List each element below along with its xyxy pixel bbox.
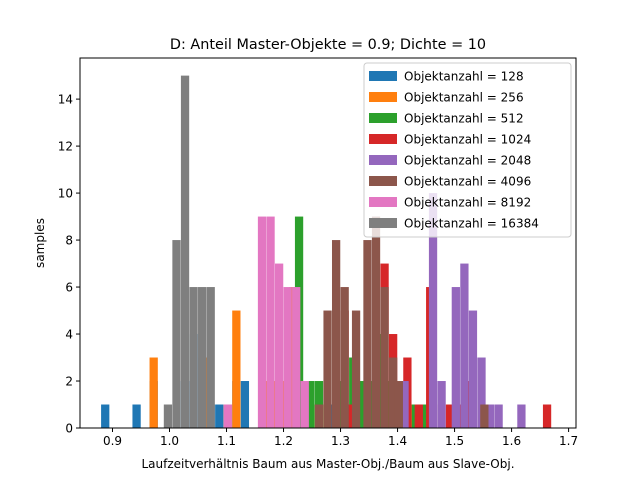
- histogram-bar: [400, 381, 409, 428]
- histogram-bar: [101, 404, 110, 428]
- histogram-bar: [240, 381, 250, 428]
- histogram-bar: [198, 287, 207, 428]
- histogram-bar: [163, 404, 173, 428]
- legend-label: Objektanzahl = 2048: [404, 154, 531, 168]
- legend-swatch: [369, 155, 397, 165]
- legend-swatch: [369, 113, 397, 123]
- chart-title: D: Anteil Master-Objekte = 0.9; Dichte =…: [170, 37, 486, 53]
- histogram-bar: [323, 310, 332, 428]
- y-tick-label: 10: [58, 187, 73, 201]
- histogram-bar: [346, 404, 355, 428]
- histogram-bar: [266, 216, 275, 428]
- legend-label: Objektanzahl = 256: [404, 91, 524, 105]
- legend: Objektanzahl = 128 Objektanzahl = 256 Obje…: [363, 62, 572, 238]
- histogram-bar: [257, 216, 267, 428]
- x-tick-label: 1.7: [559, 434, 578, 448]
- legend-swatch: [369, 71, 397, 81]
- y-tick-label: 6: [65, 281, 73, 295]
- histogram-bar: [460, 263, 469, 428]
- histogram-bar: [357, 381, 366, 428]
- plot-frame: [79, 57, 577, 429]
- histogram-bar: [149, 357, 158, 428]
- histogram-bar: [380, 287, 389, 428]
- y-tick-label: 8: [65, 234, 73, 248]
- histogram-bar: [306, 381, 315, 428]
- x-tick-label: 0.9: [103, 434, 122, 448]
- histogram-bar: [480, 404, 489, 428]
- y-axis: 0 2 4 6 8 10 12 14: [58, 93, 80, 436]
- legend-swatch: [369, 218, 397, 228]
- histogram-bar: [542, 404, 552, 428]
- histogram-bar: [189, 287, 198, 428]
- histogram-bar: [517, 404, 526, 428]
- x-tick-label: 1.1: [217, 434, 236, 448]
- histogram-bar: [371, 216, 381, 428]
- histogram-bar: [314, 404, 324, 428]
- histogram-bar: [232, 310, 241, 428]
- histogram-bar: [274, 263, 284, 428]
- y-tick-label: 2: [65, 375, 73, 389]
- histogram-bar: [132, 404, 141, 428]
- histogram-bar: [300, 381, 309, 428]
- histogram-bar: [283, 287, 292, 428]
- histogram-bar: [394, 381, 403, 428]
- x-tick-label: 1.2: [274, 434, 293, 448]
- legend-label: Objektanzahl = 512: [404, 112, 524, 126]
- y-tick-label: 4: [65, 328, 73, 342]
- x-tick-label: 1.4: [388, 434, 407, 448]
- legend-swatch: [369, 176, 397, 186]
- legend-label: Objektanzahl = 8192: [404, 196, 531, 210]
- histogram-bar: [446, 404, 455, 428]
- histogram-bar: [292, 287, 301, 428]
- x-tick-label: 1.5: [445, 434, 464, 448]
- histogram-bar: [420, 404, 429, 428]
- y-tick-label: 0: [65, 422, 73, 436]
- histogram-bar: [351, 310, 361, 428]
- legend-swatch: [369, 134, 397, 144]
- histogram-bar: [468, 310, 478, 428]
- x-axis-label: Laufzeitverhältnis Baum aus Master-Obj./…: [141, 457, 514, 471]
- legend-box: [363, 62, 572, 238]
- legend-label: Objektanzahl = 1024: [404, 133, 531, 147]
- histogram-bar: [389, 357, 398, 428]
- legend-label: Objektanzahl = 16384: [404, 217, 539, 231]
- histogram-bar: [477, 357, 486, 428]
- histogram-bar: [340, 287, 349, 428]
- legend-swatch: [369, 92, 397, 102]
- histogram-bar: [414, 404, 423, 428]
- histogram-bar: [363, 240, 372, 428]
- legend-label: Objektanzahl = 4096: [404, 175, 531, 189]
- y-tick-label: 12: [58, 140, 73, 154]
- histogram-bar: [215, 404, 224, 428]
- histogram-bar: [180, 75, 190, 429]
- histogram-bar: [172, 240, 181, 428]
- y-axis-label: samples: [33, 218, 47, 268]
- histogram-bar: [485, 404, 495, 428]
- histogram-bar: [223, 404, 232, 428]
- histogram-bar: [437, 381, 446, 428]
- x-tick-label: 1.6: [502, 434, 521, 448]
- histogram-bar: [451, 287, 460, 428]
- histogram-bar: [428, 193, 438, 428]
- x-tick-label: 1.3: [331, 434, 350, 448]
- histogram-bar: [206, 287, 215, 428]
- bars-layer: [101, 75, 552, 429]
- histogram-bar: [331, 240, 341, 428]
- x-axis: 0.9 1.0 1.1 1.2 1.3 1.4 1.5 1.6 1.7: [103, 428, 578, 448]
- x-tick-label: 1.0: [160, 434, 179, 448]
- y-tick-label: 14: [58, 93, 73, 107]
- legend-swatch: [369, 197, 397, 207]
- histogram-bar: [494, 404, 503, 428]
- legend-label: Objektanzahl = 128: [404, 70, 524, 84]
